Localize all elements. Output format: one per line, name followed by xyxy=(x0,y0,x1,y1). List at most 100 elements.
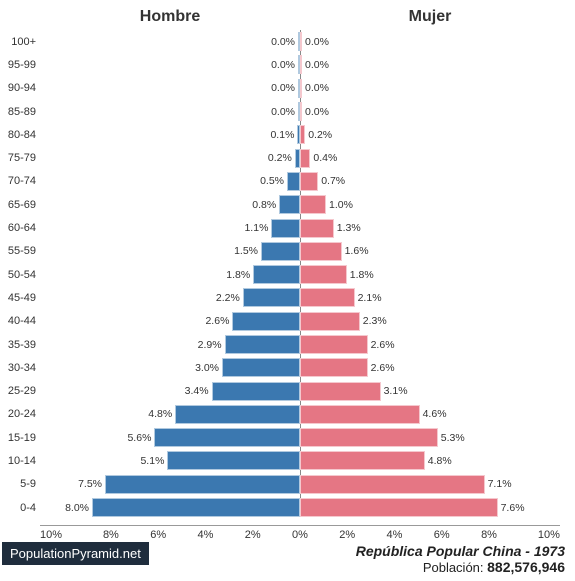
age-label: 5-9 xyxy=(0,478,36,490)
pyramid-row: 20-244.8%4.6% xyxy=(40,403,560,426)
age-label: 20-24 xyxy=(0,408,36,420)
female-pct: 4.6% xyxy=(423,408,447,420)
female-pct: 0.7% xyxy=(321,175,345,187)
female-bar xyxy=(300,125,305,144)
male-bar xyxy=(261,242,300,261)
age-label: 60-64 xyxy=(0,222,36,234)
female-bar xyxy=(300,195,326,214)
female-bar xyxy=(300,172,318,191)
age-label: 35-39 xyxy=(0,339,36,351)
female-pct: 2.6% xyxy=(371,339,395,351)
male-bar xyxy=(225,335,300,354)
age-label: 10-14 xyxy=(0,455,36,467)
axis-tick: 4% xyxy=(182,529,229,541)
pyramid-row: 35-392.9%2.6% xyxy=(40,333,560,356)
population-pyramid-chart: Hombre Mujer 100+0.0%0.0%95-990.0%0.0%90… xyxy=(40,8,560,528)
pyramid-row: 60-641.1%1.3% xyxy=(40,216,560,239)
age-label: 100+ xyxy=(0,36,36,48)
axis-tick: 2% xyxy=(324,529,371,541)
male-pct: 1.8% xyxy=(226,269,250,281)
male-pct: 2.2% xyxy=(216,292,240,304)
pyramid-row: 30-343.0%2.6% xyxy=(40,356,560,379)
axis-tick: 8% xyxy=(87,529,134,541)
pyramid-row: 90-940.0%0.0% xyxy=(40,77,560,100)
female-pct: 2.6% xyxy=(371,362,395,374)
age-label: 85-89 xyxy=(0,106,36,118)
age-label: 15-19 xyxy=(0,432,36,444)
axis-tick: 6% xyxy=(418,529,465,541)
female-pct: 2.3% xyxy=(363,315,387,327)
pyramid-row: 15-195.6%5.3% xyxy=(40,426,560,449)
male-pct: 7.5% xyxy=(78,478,102,490)
age-label: 90-94 xyxy=(0,82,36,94)
female-pct: 4.8% xyxy=(428,455,452,467)
female-pct: 0.0% xyxy=(305,106,329,118)
pyramid-row: 0-48.0%7.6% xyxy=(40,496,560,519)
pyramid-rows: 100+0.0%0.0%95-990.0%0.0%90-940.0%0.0%85… xyxy=(40,30,560,519)
female-bar xyxy=(300,405,420,424)
female-bar xyxy=(300,219,334,238)
male-pct: 2.6% xyxy=(205,315,229,327)
pyramid-row: 55-591.5%1.6% xyxy=(40,240,560,263)
axis-tick: 0% xyxy=(276,529,323,541)
male-pct: 8.0% xyxy=(65,502,89,514)
male-bar xyxy=(253,265,300,284)
age-label: 80-84 xyxy=(0,129,36,141)
age-label: 25-29 xyxy=(0,385,36,397)
brand-badge[interactable]: PopulationPyramid.net xyxy=(2,542,149,565)
age-label: 30-34 xyxy=(0,362,36,374)
age-label: 0-4 xyxy=(0,502,36,514)
chart-title: República Popular China - 1973 xyxy=(356,543,565,559)
pyramid-row: 40-442.6%2.3% xyxy=(40,310,560,333)
male-bar xyxy=(175,405,300,424)
pyramid-row: 100+0.0%0.0% xyxy=(40,30,560,53)
female-pct: 3.1% xyxy=(384,385,408,397)
pyramid-row: 95-990.0%0.0% xyxy=(40,53,560,76)
female-pct: 1.6% xyxy=(345,245,369,257)
male-bar xyxy=(222,358,300,377)
female-bar xyxy=(300,358,368,377)
pyramid-row: 10-145.1%4.8% xyxy=(40,449,560,472)
female-bar xyxy=(300,451,425,470)
age-label: 65-69 xyxy=(0,199,36,211)
female-pct: 0.0% xyxy=(305,82,329,94)
population-label: Población: xyxy=(423,560,487,575)
female-bar xyxy=(300,55,302,74)
male-bar xyxy=(243,288,300,307)
female-bar xyxy=(300,335,368,354)
female-bar xyxy=(300,242,342,261)
age-label: 50-54 xyxy=(0,269,36,281)
pyramid-row: 65-690.8%1.0% xyxy=(40,193,560,216)
male-bar xyxy=(105,475,300,494)
female-pct: 2.1% xyxy=(358,292,382,304)
female-pct: 5.3% xyxy=(441,432,465,444)
male-pct: 0.2% xyxy=(268,152,292,164)
age-label: 95-99 xyxy=(0,59,36,71)
female-bar xyxy=(300,149,310,168)
female-bar xyxy=(300,288,355,307)
female-pct: 7.1% xyxy=(488,478,512,490)
axis-tick: 6% xyxy=(135,529,182,541)
female-bar xyxy=(300,79,302,98)
x-axis: 10%8%6%4%2%0%2%4%6%8%10% xyxy=(40,525,560,541)
female-bar xyxy=(300,382,381,401)
male-bar xyxy=(154,428,300,447)
female-bar xyxy=(300,312,360,331)
female-bar xyxy=(300,32,302,51)
age-label: 40-44 xyxy=(0,315,36,327)
male-pct: 3.0% xyxy=(195,362,219,374)
axis-tick: 10% xyxy=(40,529,87,541)
pyramid-row: 80-840.1%0.2% xyxy=(40,123,560,146)
female-pct: 0.4% xyxy=(313,152,337,164)
pyramid-row: 50-541.8%1.8% xyxy=(40,263,560,286)
male-pct: 0.0% xyxy=(271,59,295,71)
male-bar xyxy=(212,382,300,401)
male-header: Hombre xyxy=(40,8,300,26)
age-label: 75-79 xyxy=(0,152,36,164)
male-pct: 0.1% xyxy=(270,129,294,141)
female-pct: 0.2% xyxy=(308,129,332,141)
age-label: 70-74 xyxy=(0,175,36,187)
pyramid-row: 70-740.5%0.7% xyxy=(40,170,560,193)
male-pct: 2.9% xyxy=(198,339,222,351)
female-pct: 1.8% xyxy=(350,269,374,281)
